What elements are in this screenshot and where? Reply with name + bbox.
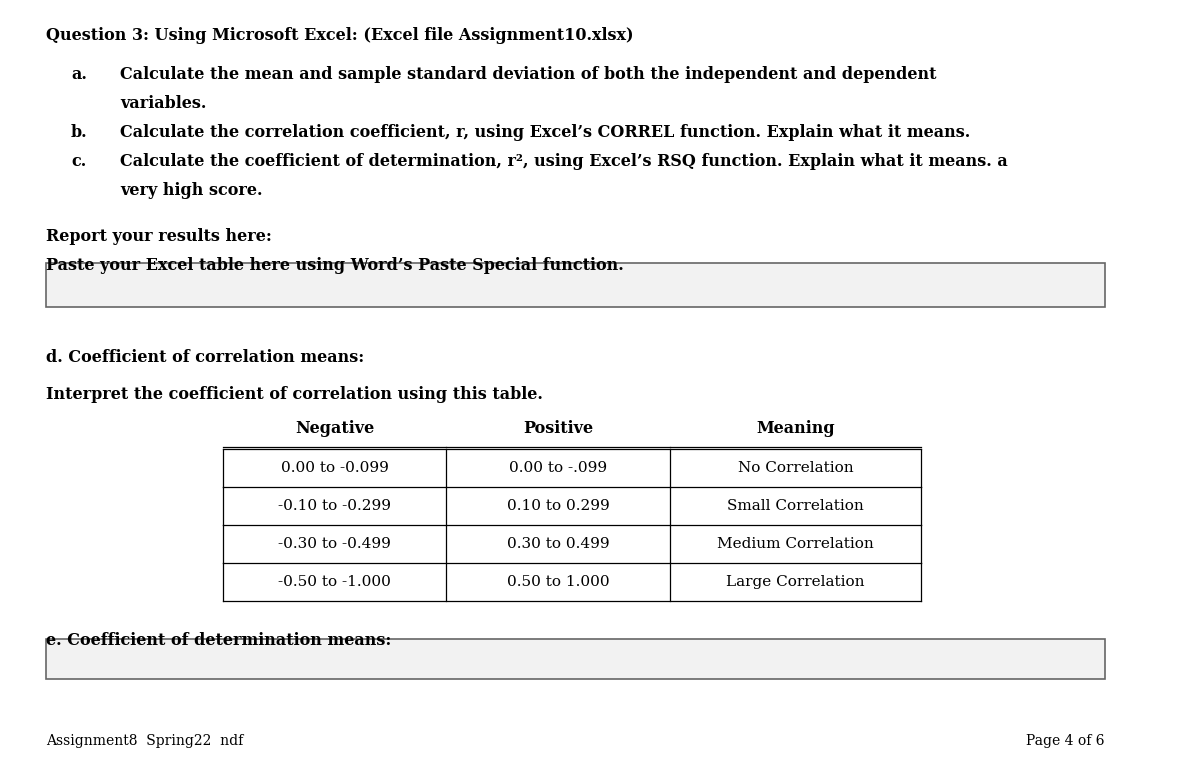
Text: 0.30 to 0.499: 0.30 to 0.499 [506,537,610,551]
Text: Calculate the mean and sample standard deviation of both the independent and dep: Calculate the mean and sample standard d… [120,66,937,83]
Text: d. Coefficient of correlation means:: d. Coefficient of correlation means: [46,349,364,366]
Text: -0.50 to -1.000: -0.50 to -1.000 [278,575,391,589]
Text: Paste your Excel table here using Word’s Paste Special function.: Paste your Excel table here using Word’s… [46,257,624,274]
Text: Medium Correlation: Medium Correlation [718,537,874,551]
Text: Meaning: Meaning [756,420,835,437]
Text: 0.50 to 1.000: 0.50 to 1.000 [506,575,610,589]
Text: Assignment8  Spring22  ndf: Assignment8 Spring22 ndf [46,735,244,748]
Text: Calculate the correlation coefficient, r, using Excel’s CORREL function. Explain: Calculate the correlation coefficient, r… [120,124,971,141]
Text: variables.: variables. [120,95,206,112]
Text: a.: a. [71,66,86,83]
Text: Question 3: Using Microsoft Excel: (Excel file Assignment10.xlsx): Question 3: Using Microsoft Excel: (Exce… [46,27,634,43]
Text: Report your results here:: Report your results here: [46,228,271,245]
Text: Page 4 of 6: Page 4 of 6 [1026,735,1104,748]
Text: Large Correlation: Large Correlation [726,575,865,589]
Text: Interpret the coefficient of correlation using this table.: Interpret the coefficient of correlation… [46,386,542,402]
Text: -0.30 to -0.499: -0.30 to -0.499 [278,537,391,551]
Text: c.: c. [71,153,86,170]
Text: b.: b. [71,124,88,141]
Text: Positive: Positive [523,420,593,437]
Text: No Correlation: No Correlation [738,461,853,475]
Text: Calculate the coefficient of determination, r², using Excel’s RSQ function. Expl: Calculate the coefficient of determinati… [120,153,1008,170]
Text: -0.10 to -0.299: -0.10 to -0.299 [278,499,391,513]
FancyBboxPatch shape [46,639,1104,679]
Text: Small Correlation: Small Correlation [727,499,864,513]
Text: very high score.: very high score. [120,182,263,199]
Text: e. Coefficient of determination means:: e. Coefficient of determination means: [46,632,391,648]
Text: 0.00 to -0.099: 0.00 to -0.099 [281,461,389,475]
Text: 0.10 to 0.299: 0.10 to 0.299 [506,499,610,513]
Text: 0.00 to -.099: 0.00 to -.099 [509,461,607,475]
Text: Negative: Negative [295,420,374,437]
FancyBboxPatch shape [46,263,1104,307]
